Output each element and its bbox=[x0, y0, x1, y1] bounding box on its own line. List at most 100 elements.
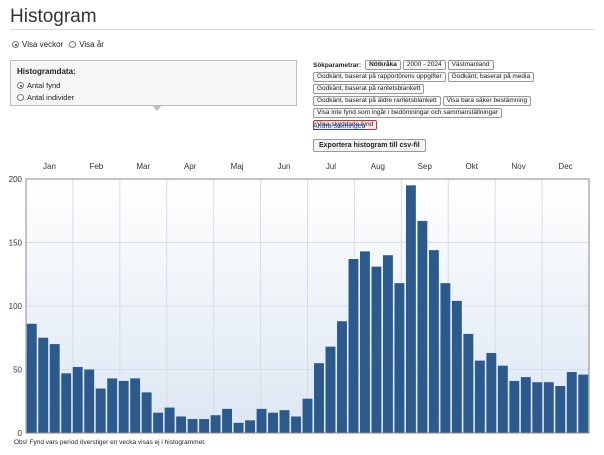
plot-border bbox=[25, 178, 590, 434]
params-row: Visa inte fynd som ingår i bedömningar o… bbox=[313, 108, 598, 118]
histogram-bar bbox=[72, 366, 83, 433]
histogram-bar bbox=[555, 386, 566, 433]
histogram-bar bbox=[428, 250, 439, 433]
x-month-label: Dec bbox=[558, 162, 572, 171]
search-params-label: Sökparametrar: bbox=[313, 61, 362, 69]
histogram-bar bbox=[520, 377, 531, 433]
y-tick-label: 200 bbox=[9, 175, 23, 184]
histogram-bar bbox=[26, 323, 37, 433]
param-tag[interactable]: Godkänt, baserat på media bbox=[447, 72, 535, 82]
option-finds-label: Antal fynd bbox=[27, 81, 61, 90]
histogram-bar bbox=[314, 363, 324, 433]
histogram-bar bbox=[164, 407, 175, 433]
histogram-bar bbox=[176, 416, 187, 433]
histogram-bar bbox=[337, 321, 347, 433]
histogram-bar bbox=[279, 410, 290, 433]
param-tag-species[interactable]: Nötkråka bbox=[365, 60, 401, 70]
histogram-data-box: Histogramdata: Antal fynd Antal individe… bbox=[10, 60, 297, 106]
view-year-label: Visa år bbox=[79, 40, 104, 49]
radio-unchecked-icon bbox=[69, 41, 77, 48]
histogram-bar bbox=[130, 378, 141, 433]
histogram-bar bbox=[578, 374, 589, 433]
x-month-label: Nov bbox=[512, 162, 526, 171]
params-row: Sökparametrar: Nötkråka 2000 - 2024 Väst… bbox=[313, 60, 598, 70]
histogram-bar bbox=[245, 420, 255, 433]
page-title: Histogram bbox=[10, 6, 97, 27]
histogram-bar bbox=[543, 382, 554, 433]
param-tag[interactable]: Visa inte fynd som ingår i bedömningar o… bbox=[313, 108, 502, 118]
histogram-bar bbox=[486, 352, 497, 433]
histogram-data-title: Histogramdata: bbox=[17, 67, 76, 76]
histogram-bar bbox=[360, 251, 370, 433]
radio-checked-icon bbox=[12, 41, 19, 48]
histogram-bar bbox=[49, 344, 60, 433]
histogram-bar bbox=[291, 416, 301, 433]
view-year-radio[interactable]: Visa år bbox=[69, 40, 104, 49]
histogram-bar bbox=[84, 369, 95, 433]
histogram-bar bbox=[153, 412, 164, 433]
params-row: Visa skyddade fynd bbox=[313, 120, 598, 130]
histogram-bar bbox=[118, 380, 129, 433]
histogram-bar bbox=[394, 283, 405, 433]
histogram-bar bbox=[451, 300, 462, 433]
option-finds-radio[interactable]: Antal fynd bbox=[17, 81, 60, 90]
histogram-bar bbox=[233, 422, 244, 433]
x-month-label: Maj bbox=[231, 162, 244, 171]
param-tag[interactable]: Visa bara säker bestämning bbox=[442, 96, 532, 106]
histogram-bar bbox=[61, 373, 72, 433]
histogram-bar bbox=[463, 333, 474, 433]
radio-unchecked-icon bbox=[17, 94, 24, 101]
histogram-bar bbox=[497, 365, 508, 433]
params-row: Godkänt, baserat på äldre raritetsblanke… bbox=[313, 96, 598, 106]
box-pointer-arrow-icon bbox=[152, 105, 162, 111]
param-tag-protected[interactable]: Visa skyddade fynd bbox=[313, 120, 378, 130]
export-csv-button[interactable]: Exportera histogram till csv-fil bbox=[313, 139, 426, 152]
param-tag-region[interactable]: Västmanland bbox=[447, 60, 494, 70]
params-row: Godkänt, baserat på rapportörens uppgift… bbox=[313, 72, 598, 82]
option-individuals-radio[interactable]: Antal individer bbox=[17, 93, 74, 102]
change-search-link[interactable]: Ändra sökningen bbox=[313, 123, 366, 130]
param-tag-period[interactable]: 2000 - 2024 bbox=[402, 60, 446, 70]
histogram-bar bbox=[325, 346, 336, 433]
title-divider bbox=[10, 29, 594, 30]
histogram-bar bbox=[371, 266, 382, 433]
x-month-label: Sep bbox=[418, 162, 433, 171]
histogram-bar bbox=[566, 372, 577, 433]
view-options: Visa veckor Visa år bbox=[12, 40, 104, 49]
x-month-label: Jun bbox=[278, 162, 291, 171]
search-params: Sökparametrar: Nötkråka 2000 - 2024 Väst… bbox=[313, 60, 598, 132]
y-tick-label: 0 bbox=[18, 429, 23, 437]
view-weeks-radio[interactable]: Visa veckor bbox=[12, 40, 63, 49]
histogram-chart: 0 50 100 150 200 Jan Feb Mar Apr Maj Jun Jul Aug Sep O… bbox=[9, 162, 590, 437]
histogram-bar bbox=[440, 283, 451, 433]
radio-checked-icon bbox=[17, 82, 24, 89]
param-tag[interactable]: Godkänt, baserat på raritetsblankett bbox=[313, 84, 425, 94]
histogram-bar bbox=[268, 412, 278, 433]
histogram-bar bbox=[348, 259, 359, 433]
x-month-label: Okt bbox=[465, 162, 478, 171]
x-month-label: Jan bbox=[43, 162, 56, 171]
histogram-bar bbox=[256, 408, 267, 433]
histogram-bar bbox=[532, 382, 543, 433]
y-tick-label: 150 bbox=[9, 239, 23, 248]
histogram-bar bbox=[222, 408, 233, 433]
histogram-bar bbox=[302, 398, 313, 433]
histogram-bar bbox=[38, 337, 49, 433]
x-month-label: Feb bbox=[89, 162, 103, 171]
x-month-label: Aug bbox=[371, 162, 385, 171]
view-weeks-label: Visa veckor bbox=[22, 40, 64, 49]
x-month-label: Mar bbox=[136, 162, 150, 171]
histogram-bar bbox=[107, 378, 118, 433]
param-tag[interactable]: Godkänt, baserat på äldre raritetsblanke… bbox=[313, 96, 441, 106]
param-tag[interactable]: Godkänt, baserat på rapportörens uppgift… bbox=[313, 72, 446, 82]
histogram-bar bbox=[141, 392, 152, 433]
x-month-label: Apr bbox=[184, 162, 197, 171]
histogram-bar bbox=[210, 415, 221, 433]
histogram-bar bbox=[187, 419, 198, 433]
histogram-bar bbox=[474, 360, 485, 433]
x-month-label: Jul bbox=[326, 162, 336, 171]
y-tick-label: 100 bbox=[9, 302, 23, 311]
option-individuals-label: Antal individer bbox=[27, 93, 75, 102]
histogram-bar bbox=[382, 255, 393, 433]
histogram-bar bbox=[509, 380, 520, 433]
